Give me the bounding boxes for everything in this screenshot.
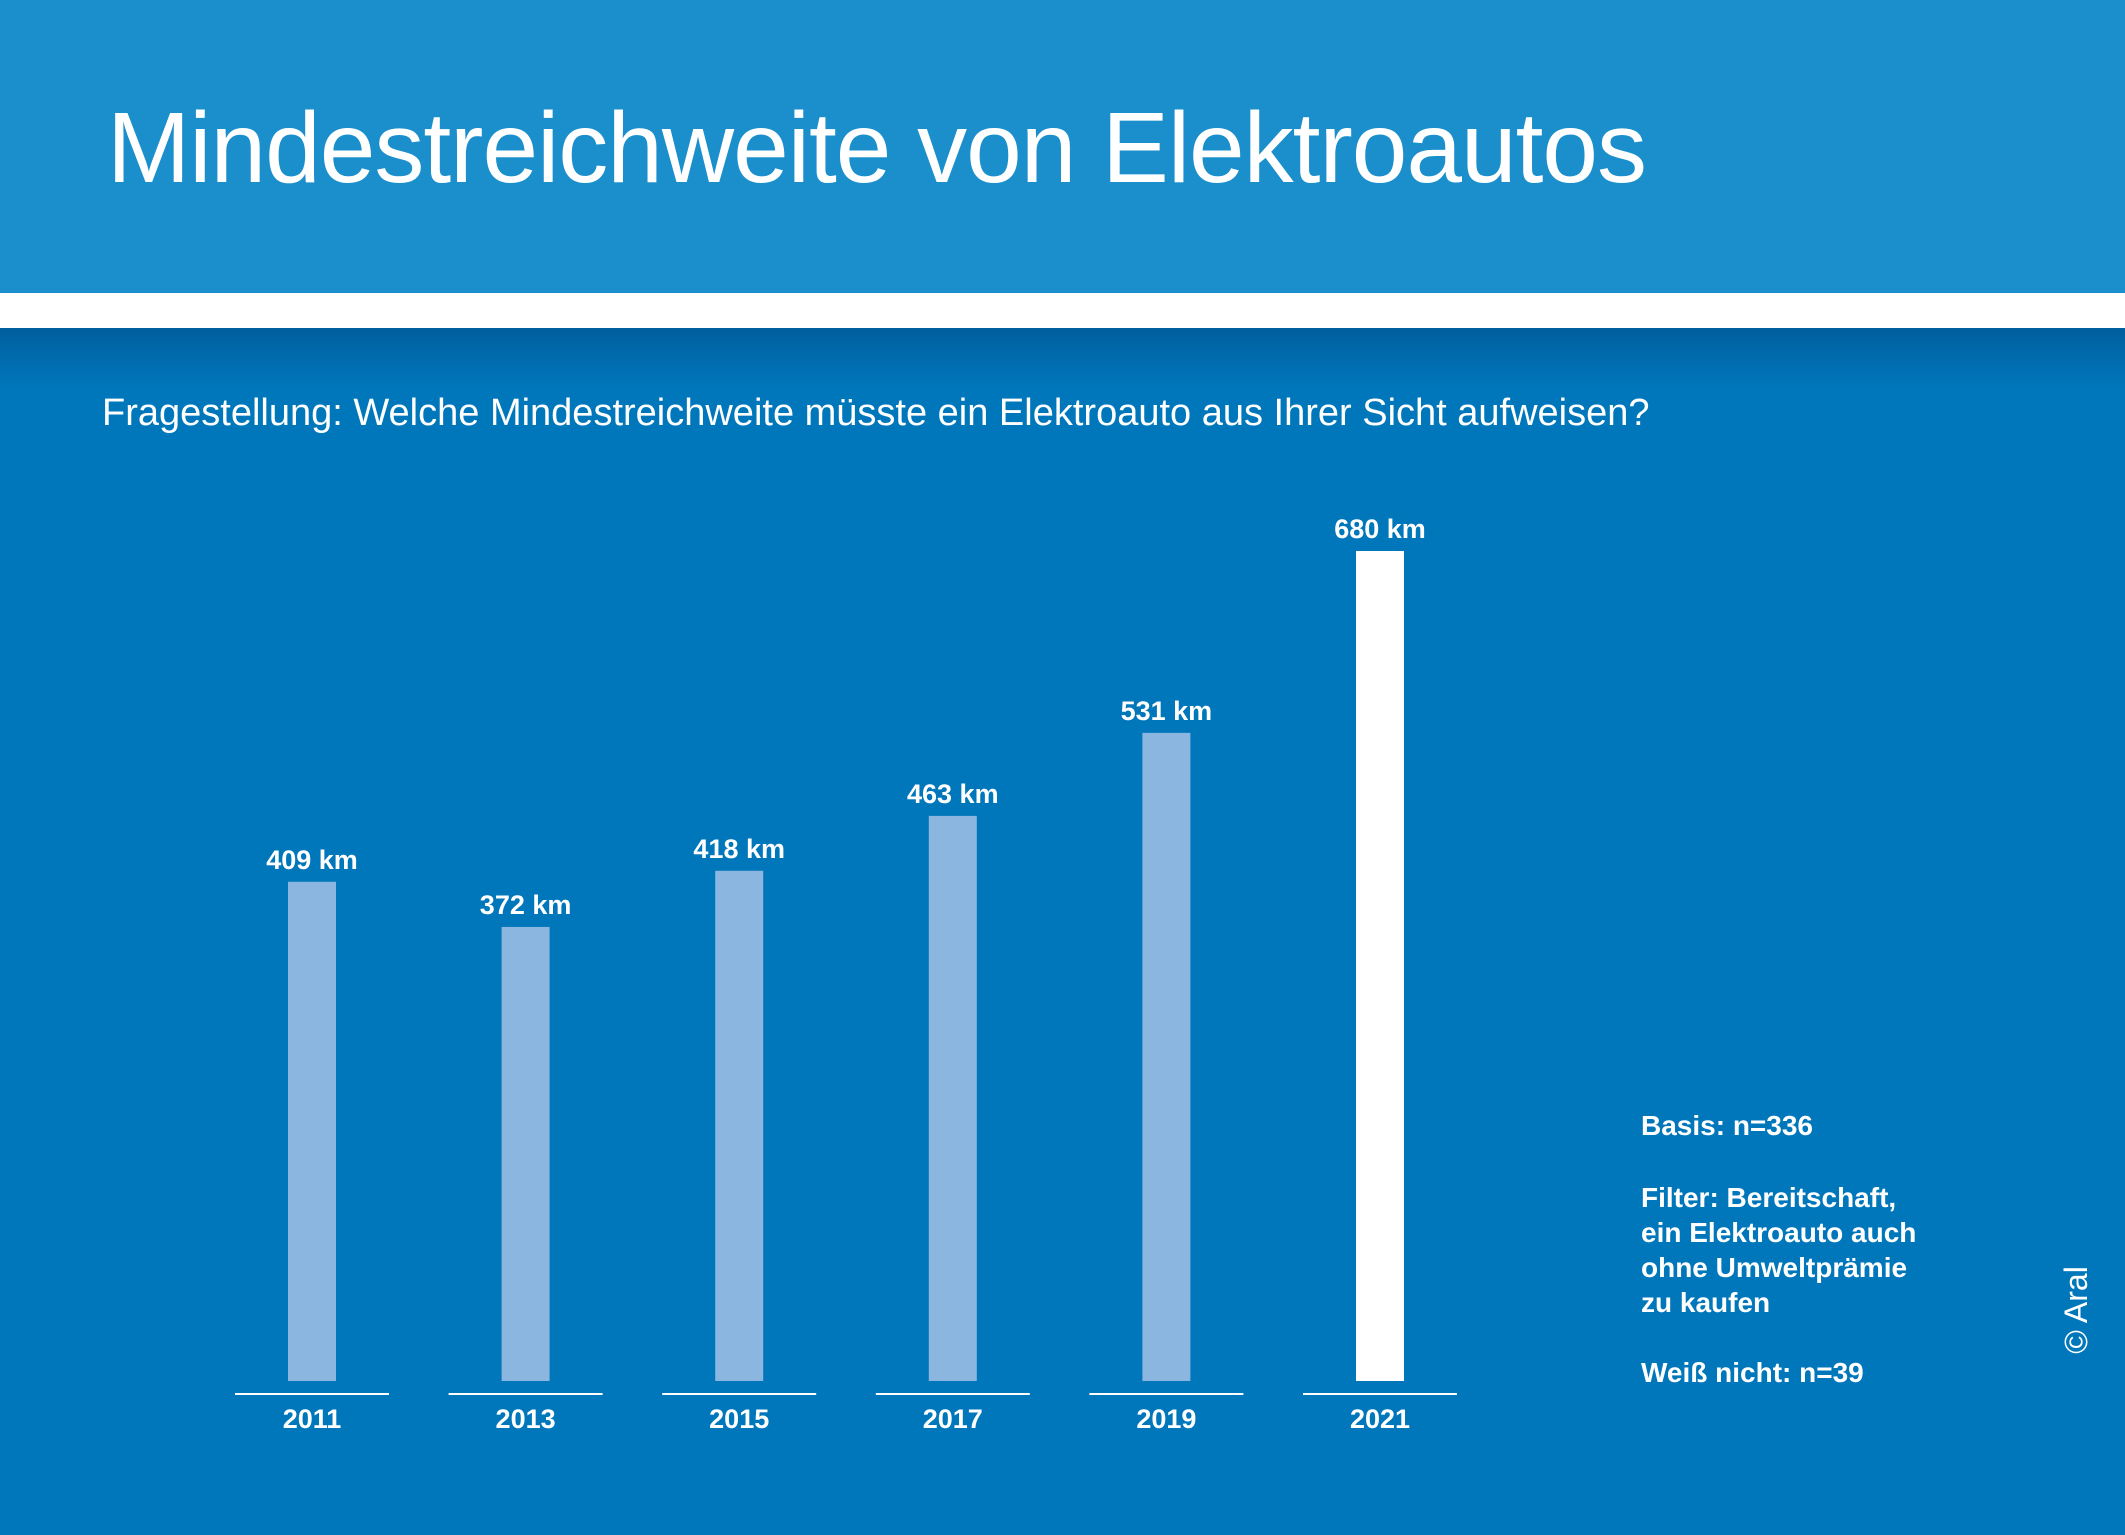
- divider-band: [0, 293, 2125, 328]
- data-label-2013: 372 km: [480, 890, 572, 920]
- bar-2017: [928, 815, 977, 1381]
- axis-segment-2011: [235, 1393, 389, 1395]
- bar-2013: [501, 926, 550, 1381]
- axis-segment-2017: [875, 1393, 1030, 1395]
- axis-segment-2013: [448, 1393, 603, 1395]
- x-tick-label-2015: 2015: [709, 1404, 769, 1434]
- header-banner: Mindestreichweite von Elektroautos: [0, 0, 2125, 293]
- data-label-2015: 418 km: [693, 834, 785, 864]
- x-tick-label-2019: 2019: [1136, 1404, 1196, 1434]
- question-text: Fragestellung: Welche Mindestreichweite …: [102, 392, 1650, 434]
- filter-note-line-2: ein Elektroauto auch: [1641, 1217, 1917, 1248]
- data-label-2019: 531 km: [1121, 696, 1213, 726]
- filter-note-line-3: ohne Umweltprämie: [1641, 1252, 1908, 1283]
- filter-note-line-4: zu kaufen: [1641, 1287, 1771, 1318]
- chart-panel: [0, 328, 2125, 1535]
- basis-note: Basis: n=336: [1641, 1110, 1813, 1141]
- unknown-note: Weiß nicht: n=39: [1641, 1357, 1864, 1388]
- page-title: Mindestreichweite von Elektroautos: [107, 92, 1647, 204]
- x-tick-label-2017: 2017: [923, 1404, 983, 1434]
- filter-note-line-1: Filter: Bereitschaft,: [1641, 1182, 1897, 1213]
- x-tick-label-2013: 2013: [496, 1404, 556, 1434]
- axis-segment-2019: [1089, 1393, 1244, 1395]
- axis-segment-2021: [1303, 1393, 1457, 1395]
- x-tick-label-2021: 2021: [1350, 1404, 1410, 1434]
- x-tick-label-2011: 2011: [283, 1404, 342, 1434]
- bar-2021: [1356, 551, 1404, 1381]
- bar-2015: [715, 870, 764, 1381]
- bar-2019: [1142, 732, 1191, 1381]
- data-label-2011: 409 km: [266, 845, 358, 875]
- data-label-2021: 680 km: [1334, 514, 1426, 544]
- copyright-text: © Aral: [2058, 1266, 2094, 1354]
- bar-2011: [288, 881, 336, 1381]
- axis-segment-2015: [662, 1393, 817, 1395]
- data-label-2017: 463 km: [907, 779, 999, 809]
